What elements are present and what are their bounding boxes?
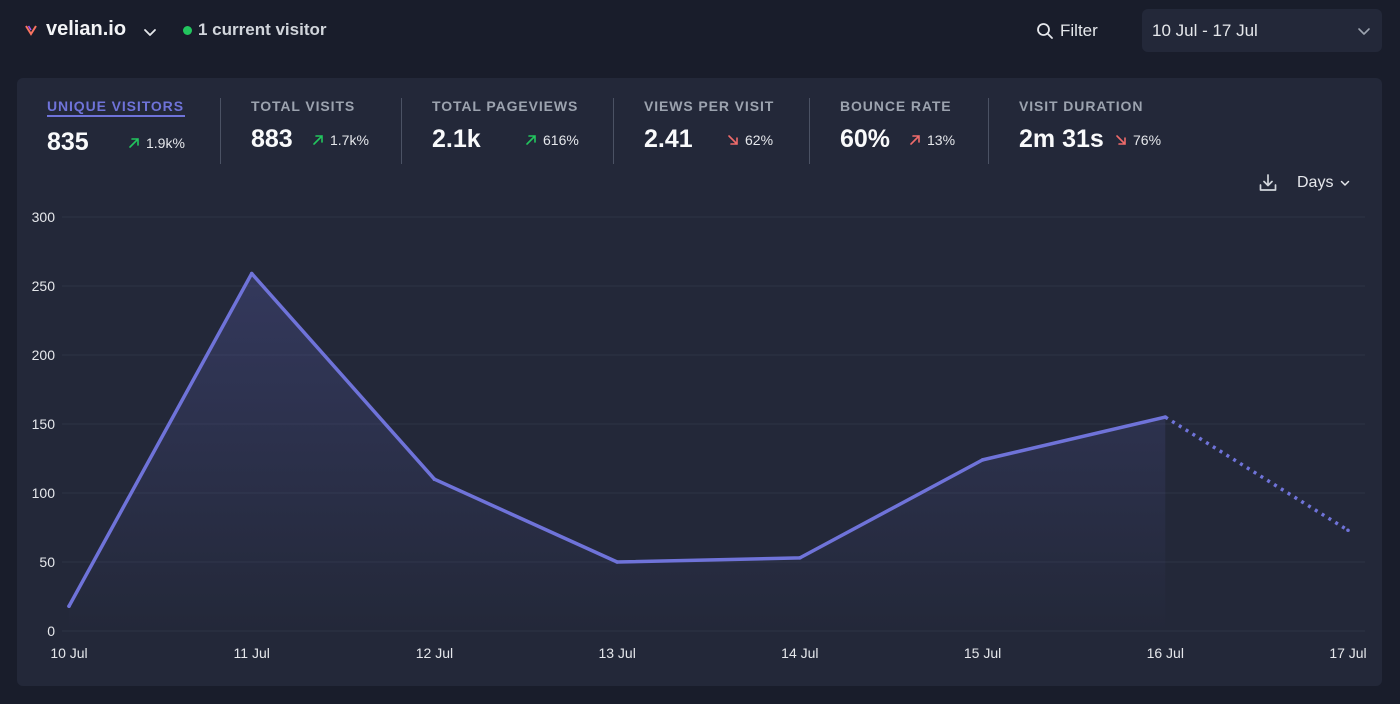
site-name[interactable]: velian.io [46,18,127,40]
metric-change-value: 1.9k% [146,134,185,151]
live-indicator-dot [183,26,192,35]
metric-bounce-rate[interactable]: BOUNCE RATE 60% 13% [840,98,955,168]
metric-label: BOUNCE RATE [840,98,952,114]
arrow-up-right-icon [129,137,139,148]
filter-label: Filter [1060,21,1098,40]
chevron-down-icon [1341,180,1350,186]
metric-visit-duration[interactable]: VISIT DURATION 2m 31s 76% [1019,98,1161,168]
chevron-down-icon[interactable] [142,24,158,40]
metric-divider [401,98,402,164]
metric-change: 62% [726,132,773,148]
metric-divider [988,98,989,164]
metric-value: 883 [251,125,293,153]
metric-unique-visitors[interactable]: UNIQUE VISITORS 835 1.9k% [47,98,185,168]
metric-label: UNIQUE VISITORS [47,98,185,117]
interval-label: Days [1297,174,1334,191]
metric-label: TOTAL PAGEVIEWS [432,98,579,114]
metric-divider [613,98,614,164]
metric-change-value: 616% [543,131,579,148]
download-icon[interactable] [1257,172,1279,194]
date-range-label: 10 Jul - 17 Jul [1152,20,1258,40]
interval-dropdown[interactable]: Days [1297,171,1351,195]
top-bar: velian.io 1 current visitor Filter 10 Ju… [0,0,1400,62]
filter-button[interactable]: Filter [1036,16,1116,46]
metric-divider [220,98,221,164]
metric-value: 2m 31s [1019,125,1104,153]
metric-change: 13% [908,132,955,148]
date-range-picker[interactable]: 10 Jul - 17 Jul [1142,9,1382,52]
metric-value: 835 [47,128,89,156]
metric-label: VIEWS PER VISIT [644,98,775,114]
arrow-down-right-icon [1116,134,1126,145]
analytics-card: UNIQUE VISITORS 835 1.9k% TOTAL VISITS 8… [17,78,1382,686]
metric-change-value: 62% [745,131,774,148]
arrow-up-right-icon [910,134,920,145]
metric-change: 76% [1114,132,1161,148]
metric-label: TOTAL VISITS [251,98,356,114]
metric-label: VISIT DURATION [1019,98,1144,114]
metric-views-per-visit[interactable]: VIEWS PER VISIT 2.41 62% [644,98,774,168]
metric-change: 1.9k% [127,135,185,151]
chevron-down-icon [1358,27,1370,35]
logo-icon [25,25,37,36]
metric-change-value: 76% [1133,131,1162,148]
metric-divider [809,98,810,164]
metric-change: 616% [524,132,579,148]
metric-change-value: 1.7k% [330,131,369,148]
current-visitors[interactable]: 1 current visitor [198,20,327,39]
arrow-down-right-icon [728,134,738,145]
metric-value: 2.1k [432,125,481,153]
metric-change: 1.7k% [311,132,369,148]
metric-change-value: 13% [927,131,956,148]
arrow-up-right-icon [313,134,323,145]
arrow-up-right-icon [526,134,536,145]
search-icon [1037,23,1053,39]
metric-value: 2.41 [644,125,693,153]
metric-total-visits[interactable]: TOTAL VISITS 883 1.7k% [251,98,369,168]
metric-value: 60% [840,125,891,153]
metric-total-pageviews[interactable]: TOTAL PAGEVIEWS 2.1k 616% [432,98,579,168]
